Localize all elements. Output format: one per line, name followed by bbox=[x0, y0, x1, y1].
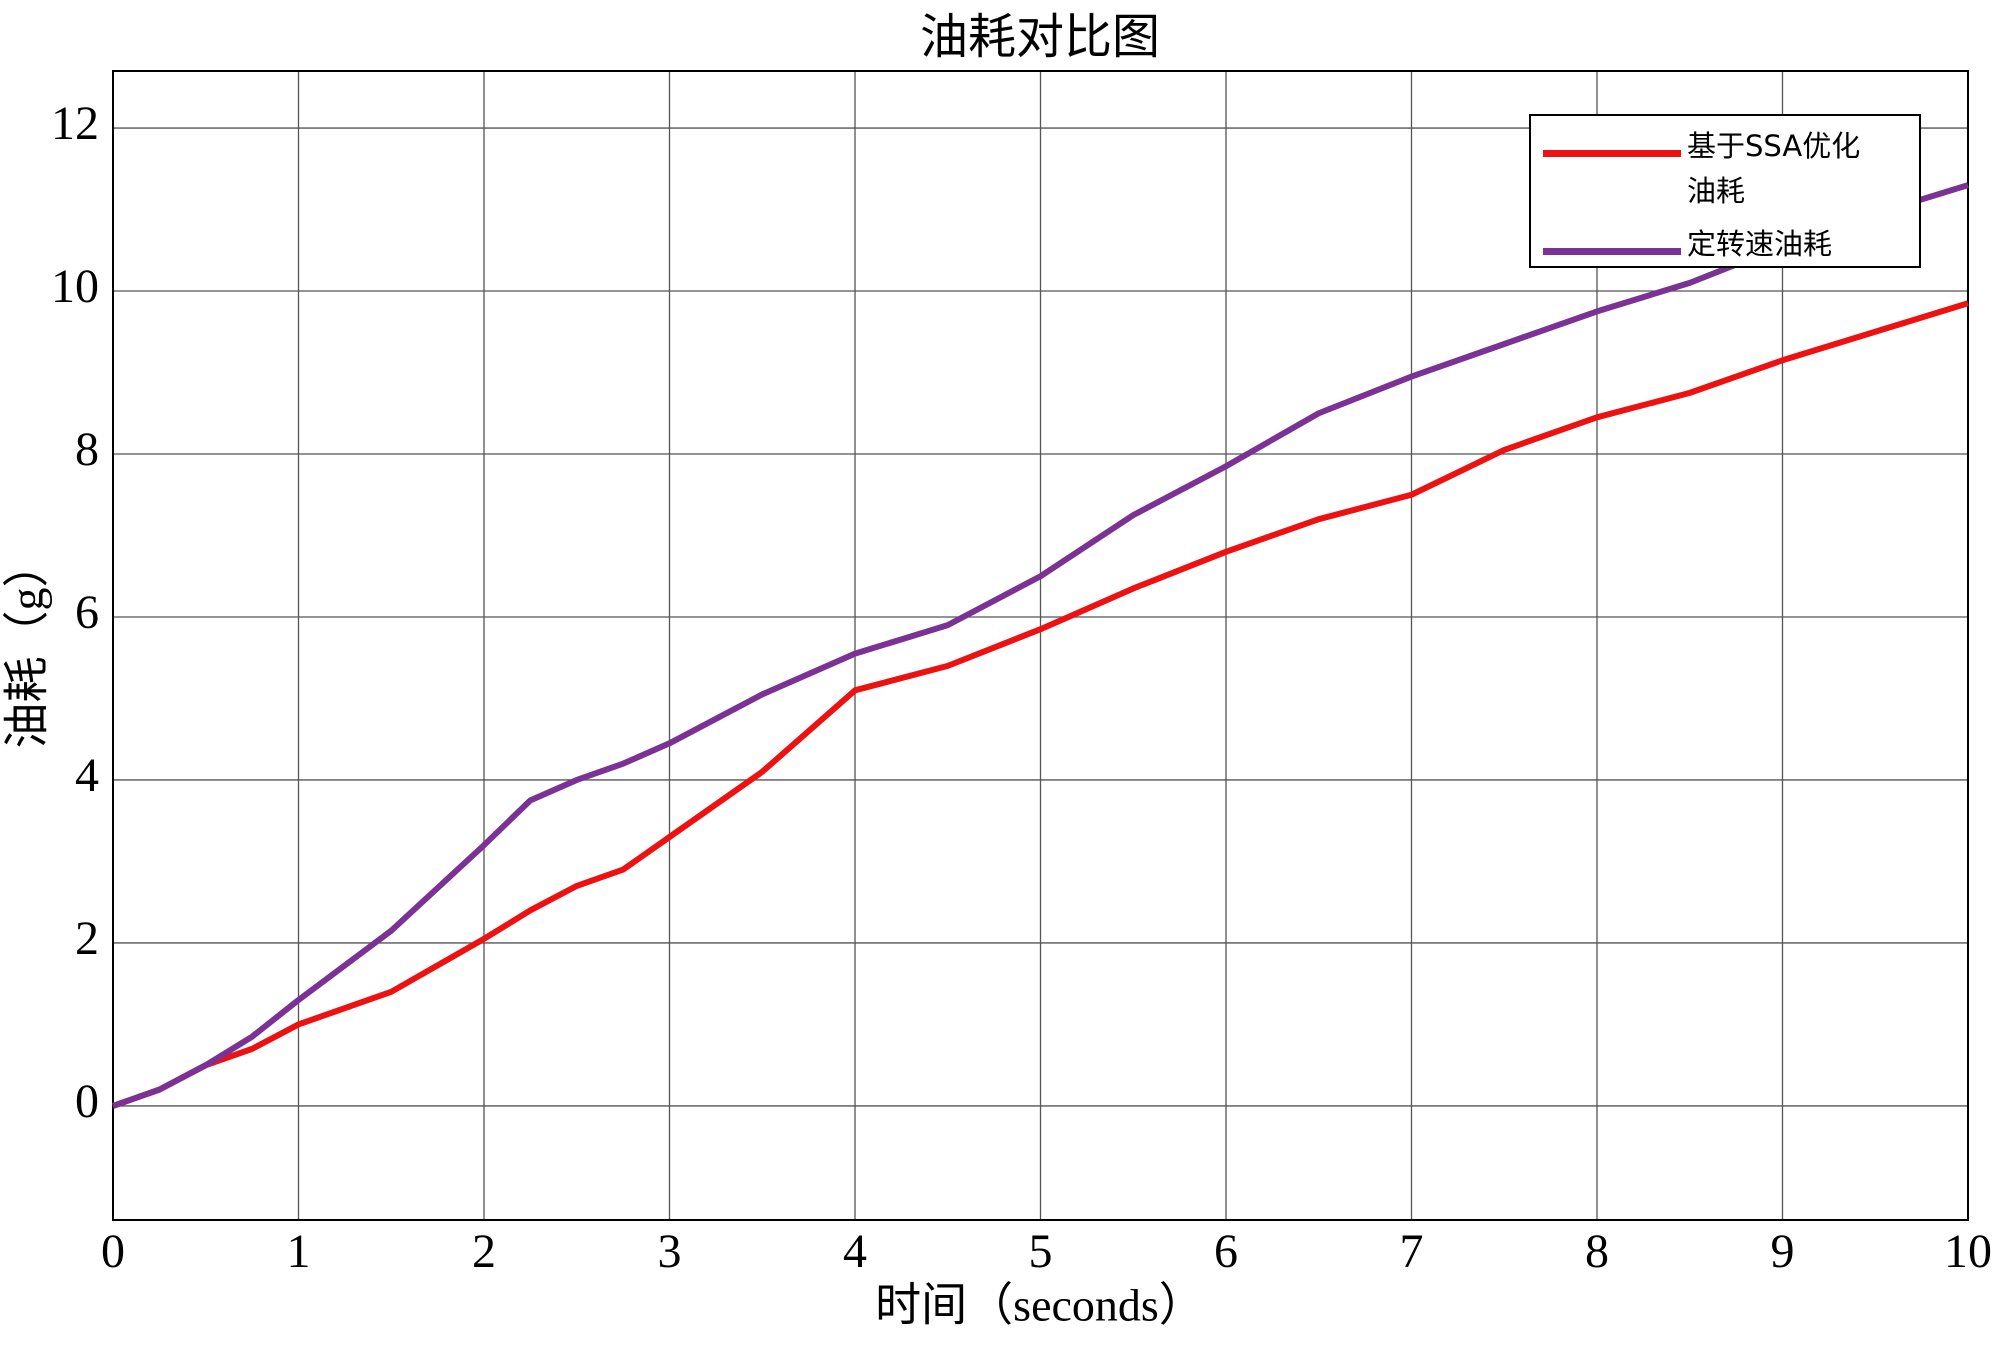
series-line bbox=[112, 300, 1969, 1109]
legend-item: 基于SSA优化油耗 bbox=[1543, 124, 1919, 214]
y-tick-label: 2 bbox=[75, 912, 99, 965]
x-tick-label: 2 bbox=[472, 1225, 496, 1278]
plot-frame bbox=[112, 70, 1969, 1221]
x-tick-label: 10 bbox=[1944, 1225, 1992, 1278]
y-tick-label: 8 bbox=[75, 423, 99, 476]
x-axis-label: 时间（seconds） bbox=[875, 1280, 1205, 1331]
y-tick-label: 6 bbox=[75, 586, 99, 639]
y-tick-label: 10 bbox=[51, 260, 99, 313]
y-tick-label: 0 bbox=[75, 1075, 99, 1128]
legend-swatch bbox=[1543, 248, 1681, 255]
x-tick-label: 7 bbox=[1400, 1225, 1424, 1278]
x-tick-label: 1 bbox=[287, 1225, 311, 1278]
legend-label: 基于SSA优化油耗 bbox=[1687, 129, 1861, 208]
x-tick-label: 4 bbox=[843, 1225, 867, 1278]
x-tick-label: 9 bbox=[1771, 1225, 1795, 1278]
legend-swatch bbox=[1543, 150, 1681, 157]
x-tick-label: 6 bbox=[1214, 1225, 1238, 1278]
series-line bbox=[112, 182, 1969, 1109]
chart-title: 油耗对比图 bbox=[920, 11, 1160, 64]
x-tick-label: 5 bbox=[1029, 1225, 1053, 1278]
y-tick-label: 4 bbox=[75, 749, 99, 802]
legend: 基于SSA优化油耗定转速油耗 bbox=[1529, 114, 1921, 268]
x-tick-label: 3 bbox=[658, 1225, 682, 1278]
legend-label: 定转速油耗 bbox=[1687, 227, 1833, 261]
y-axis-label: 油耗（g） bbox=[2, 542, 53, 749]
y-tick-label: 12 bbox=[51, 97, 99, 150]
x-tick-label: 8 bbox=[1585, 1225, 1609, 1278]
legend-item: 定转速油耗 bbox=[1543, 222, 1919, 267]
x-tick-label: 0 bbox=[101, 1225, 125, 1278]
